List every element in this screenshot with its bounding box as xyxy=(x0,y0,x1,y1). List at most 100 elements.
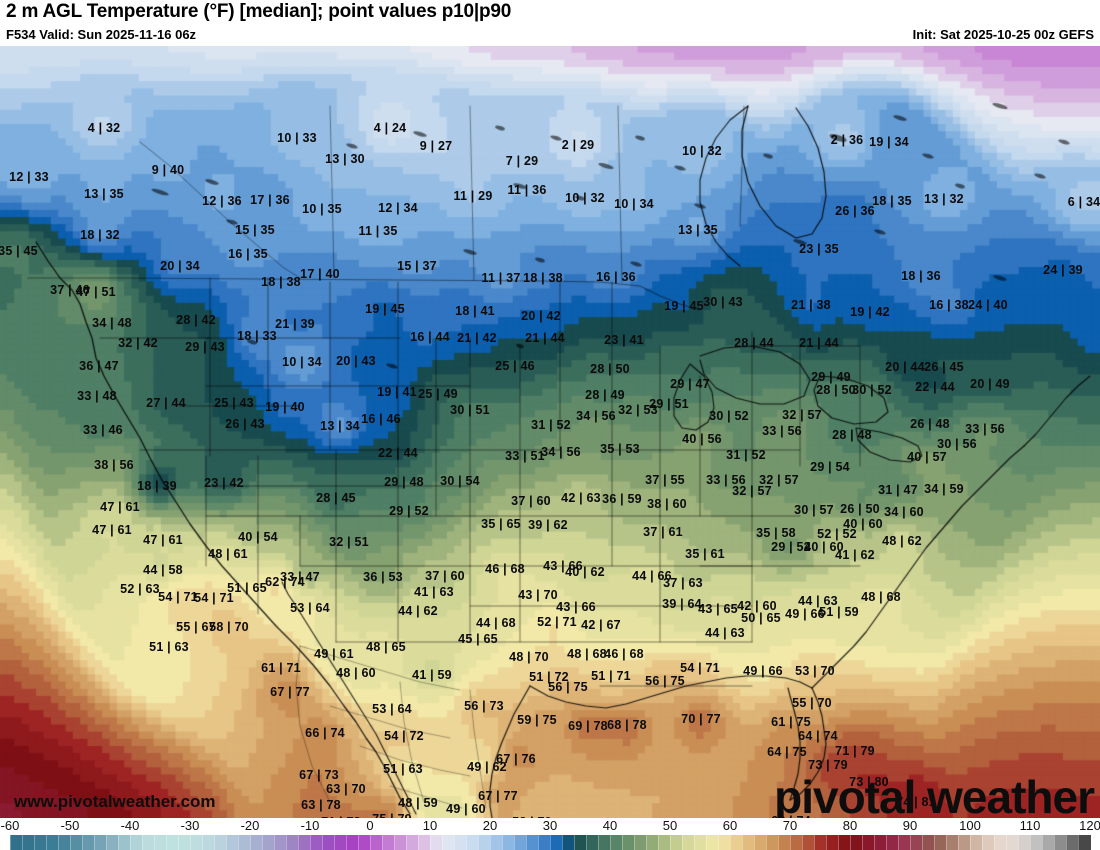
colorbar-divider xyxy=(658,835,659,850)
point-value-label: 12 | 33 xyxy=(9,169,49,184)
colorbar-cell xyxy=(550,835,563,850)
point-value-label: 62 | 74 xyxy=(265,574,305,589)
point-value-label: 41 | 59 xyxy=(412,667,452,682)
colorbar-cell xyxy=(706,835,719,850)
point-value-label: 2 | 29 xyxy=(561,137,595,152)
watermark-url: www.pivotalweather.com xyxy=(14,792,216,811)
point-value-label: 38 | 56 xyxy=(94,457,134,472)
colorbar-tick: 10 xyxy=(422,818,438,833)
colorbar-divider xyxy=(310,835,311,850)
colorbar-cell xyxy=(166,835,179,850)
point-value-label: 46 | 68 xyxy=(604,646,644,661)
colorbar-divider xyxy=(586,835,587,850)
point-value-label: 21 | 42 xyxy=(457,330,497,345)
colorbar-divider xyxy=(430,835,431,850)
colorbar-tick: 80 xyxy=(842,818,858,833)
colorbar-divider xyxy=(814,835,815,850)
point-value-label: 18 | 33 xyxy=(237,328,277,343)
colorbar-divider xyxy=(946,835,947,850)
point-value-label: 12 | 34 xyxy=(378,200,418,215)
colorbar-tick-labels: -60 -50 -40 -30 -20 -10 0 10 20 30 40 50 60 70 80 90 100… xyxy=(0,818,1100,834)
point-value-label: 58 | 70 xyxy=(512,816,552,818)
colorbar-divider xyxy=(982,835,983,850)
point-value-label: 32 | 57 xyxy=(732,483,772,498)
point-value-label: 67 | 77 xyxy=(270,684,310,699)
point-value-label: 44 | 66 xyxy=(632,568,672,583)
point-value-label: 18 | 35 xyxy=(872,193,912,208)
point-value-label: 33 | 56 xyxy=(762,423,802,438)
colorbar-divider xyxy=(574,835,575,850)
colorbar-cell xyxy=(574,835,587,850)
point-value-label: 18 | 36 xyxy=(901,268,941,283)
point-value-label: 37 | 60 xyxy=(425,568,465,583)
colorbar-cell xyxy=(142,835,155,850)
point-value-label: 30 | 51 xyxy=(450,402,490,417)
point-value-label: 12 | 36 xyxy=(202,193,242,208)
point-value-label: 29 | 52 xyxy=(389,503,429,518)
colorbar-cell xyxy=(718,835,731,850)
point-value-label: 26 | 48 xyxy=(910,416,950,431)
point-value-label: 30 | 57 xyxy=(794,502,834,517)
point-value-label: 37 | 55 xyxy=(645,472,685,487)
colorbar-cell xyxy=(34,835,47,850)
point-value-label: 10 | 35 xyxy=(302,201,342,216)
point-value-label: 18 | 41 xyxy=(455,303,495,318)
point-value-label: 7 | 29 xyxy=(505,153,539,168)
colorbar-divider xyxy=(934,835,935,850)
point-value-label: 48 | 61 xyxy=(208,546,248,561)
colorbar-divider xyxy=(478,835,479,850)
point-value-label: 35 | 53 xyxy=(600,441,640,456)
point-value-label: 48 | 60 xyxy=(336,665,376,680)
colorbar-cell xyxy=(778,835,791,850)
colorbar-divider xyxy=(34,835,35,850)
point-value-label: 30 | 56 xyxy=(937,436,977,451)
colorbar-cell xyxy=(694,835,707,850)
point-value-label: 34 | 48 xyxy=(92,315,132,330)
point-value-label: 13 | 32 xyxy=(924,191,964,206)
point-value-label: 51 | 72 xyxy=(529,669,569,684)
point-value-label: 29 | 47 xyxy=(670,376,710,391)
point-value-label: 52 | 63 xyxy=(120,581,160,596)
point-value-label: 36 | 47 xyxy=(79,358,119,373)
point-value-label: 35 | 45 xyxy=(0,243,38,258)
point-value-label: 33 | 47 xyxy=(280,569,320,584)
point-value-label: 43 | 66 xyxy=(556,599,596,614)
colorbar-cell xyxy=(130,835,143,850)
point-value-label: 47 | 51 xyxy=(76,284,116,299)
colorbar-tick: 20 xyxy=(482,818,498,833)
colorbar-cell xyxy=(334,835,347,850)
colorbar-cell xyxy=(358,835,371,850)
colorbar-divider xyxy=(802,835,803,850)
map-panel[interactable]: 4 | 32 10 | 33 4 | 24 9 | 27 7 | 29 2 | 29 10 … xyxy=(0,46,1100,818)
point-value-label: 32 | 42 xyxy=(118,335,158,350)
point-value-label: 18 | 39 xyxy=(137,478,177,493)
point-value-label: 36 | 59 xyxy=(602,491,642,506)
colorbar-cell xyxy=(298,835,311,850)
point-value-label: 28 | 48 xyxy=(832,427,872,442)
point-value-label: 75 | 79 xyxy=(372,813,412,818)
point-value-label: 17 | 36 xyxy=(250,192,290,207)
colorbar-cell xyxy=(250,835,263,850)
colorbar-divider xyxy=(454,835,455,850)
point-value-label: 61 | 71 xyxy=(261,660,301,675)
colorbar-cell xyxy=(634,835,647,850)
point-value-label: 47 | 61 xyxy=(143,532,183,547)
colorbar-cell xyxy=(466,835,479,850)
point-value-label: 18 | 32 xyxy=(80,227,120,242)
colorbar-divider xyxy=(214,835,215,850)
colorbar-cell xyxy=(274,835,287,850)
colorbar-cell xyxy=(190,835,203,850)
point-value-label: 21 | 39 xyxy=(275,316,315,331)
colorbar-divider xyxy=(994,835,995,850)
point-value-label: 48 | 62 xyxy=(882,533,922,548)
point-value-label: 24 | 40 xyxy=(968,297,1008,312)
point-value-label: 26 | 36 xyxy=(835,203,875,218)
point-value-label: 33 | 46 xyxy=(83,422,123,437)
point-value-label: 25 | 43 xyxy=(214,395,254,410)
colorbar-divider xyxy=(970,835,971,850)
point-value-label: 31 | 52 xyxy=(726,447,766,462)
point-value-label: 17 | 40 xyxy=(300,266,340,281)
colorbar-divider xyxy=(190,835,191,850)
colorbar-tick: 50 xyxy=(662,818,678,833)
